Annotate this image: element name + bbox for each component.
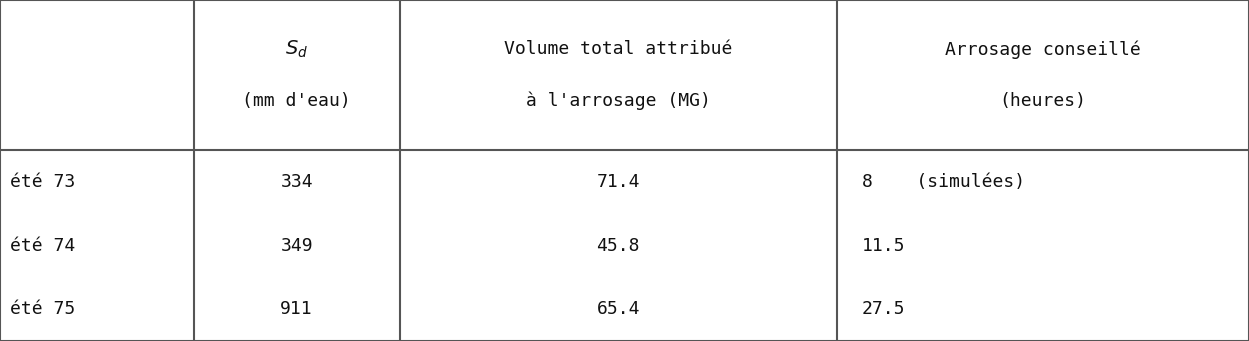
Text: été 73: été 73 (10, 173, 75, 191)
Text: (heures): (heures) (999, 92, 1087, 109)
Text: (mm d'eau): (mm d'eau) (242, 92, 351, 109)
Text: $S_d$: $S_d$ (285, 39, 309, 60)
Text: 65.4: 65.4 (597, 300, 639, 318)
Text: 11.5: 11.5 (862, 237, 906, 254)
Text: à l'arrosage (MG): à l'arrosage (MG) (526, 91, 711, 110)
Text: 349: 349 (280, 237, 313, 254)
Text: 8    (simulées): 8 (simulées) (862, 173, 1025, 191)
Text: 334: 334 (280, 173, 313, 191)
Text: 911: 911 (280, 300, 313, 318)
Text: été 75: été 75 (10, 300, 75, 318)
Text: été 74: été 74 (10, 237, 75, 254)
Text: 27.5: 27.5 (862, 300, 906, 318)
Text: Arrosage conseillé: Arrosage conseillé (945, 40, 1140, 59)
Text: 45.8: 45.8 (597, 237, 639, 254)
Text: 71.4: 71.4 (597, 173, 639, 191)
Text: Volume total attribué: Volume total attribué (505, 41, 732, 58)
